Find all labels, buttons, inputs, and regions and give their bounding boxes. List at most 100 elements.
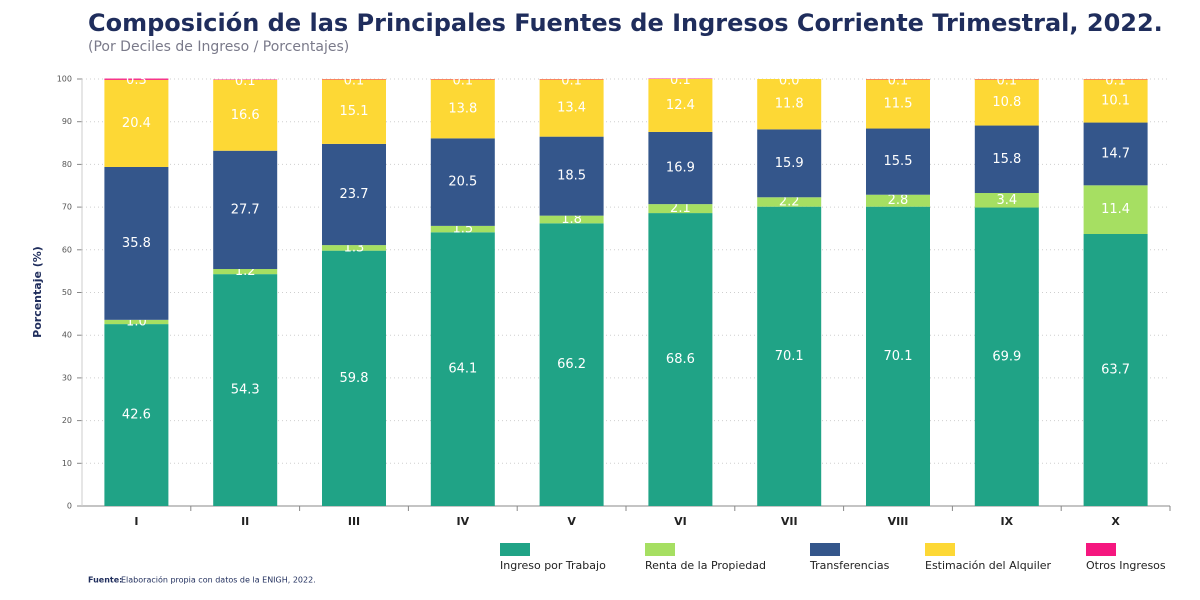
data-label: 15.5 — [884, 154, 913, 169]
bar-segment — [974, 193, 1039, 208]
y-tick-label: 50 — [62, 288, 72, 297]
y-tick-label: 70 — [62, 203, 72, 212]
legend-label: Otros Ingresos — [1086, 559, 1166, 572]
data-label: 3.4 — [996, 193, 1017, 208]
data-label: 2.2 — [779, 194, 800, 209]
data-label: 54.3 — [231, 383, 260, 398]
data-label: 11.8 — [775, 97, 804, 112]
data-label: 0.1 — [344, 74, 365, 89]
bar-segment — [104, 319, 169, 325]
data-label: 15.8 — [992, 152, 1021, 167]
data-label: 68.6 — [666, 352, 695, 367]
bar-segment — [430, 225, 495, 233]
x-tick-label: VIII — [888, 515, 909, 528]
data-label: 2.8 — [888, 193, 909, 208]
data-label: 0.1 — [235, 74, 256, 89]
bar-segment — [648, 79, 713, 132]
bar-segment — [430, 138, 495, 226]
bar-segment — [1083, 79, 1148, 123]
legend-swatch — [645, 543, 675, 556]
y-tick-label: 40 — [62, 331, 72, 340]
x-tick-label: V — [567, 515, 576, 528]
legend-swatch — [1086, 543, 1116, 556]
y-tick-label: 0 — [67, 502, 72, 511]
data-label: 0.1 — [670, 73, 691, 88]
bar-segment — [539, 79, 604, 137]
bar-segment — [213, 274, 278, 506]
bar-segment — [1083, 234, 1148, 506]
data-label: 10.1 — [1101, 93, 1130, 108]
bar-segment — [430, 79, 495, 139]
legend-swatch — [500, 543, 530, 556]
bar-segment — [539, 215, 604, 224]
data-label: 70.1 — [775, 349, 804, 364]
source-label: Fuente: — [88, 576, 122, 585]
bar-segment — [648, 131, 713, 205]
bar-segment — [104, 79, 169, 167]
y-tick-label: 20 — [62, 416, 72, 425]
bar-segment — [213, 79, 278, 151]
bar-segment — [539, 223, 604, 507]
bar-segment — [974, 125, 1039, 194]
x-tick-label: VI — [674, 515, 687, 528]
data-label: 11.4 — [1101, 202, 1130, 217]
data-label: 14.7 — [1101, 146, 1130, 161]
bar-segment — [430, 232, 495, 506]
data-label: 11.5 — [884, 96, 913, 111]
bar-segment — [539, 136, 604, 216]
bar-segment — [1083, 185, 1148, 235]
y-tick-label: 100 — [57, 75, 72, 84]
data-label: 64.1 — [448, 362, 477, 377]
y-tick-label: 30 — [62, 373, 72, 382]
bar-segment — [757, 206, 822, 506]
data-label: 16.9 — [666, 161, 695, 176]
data-label: 2.1 — [670, 201, 691, 216]
y-tick-label: 60 — [62, 245, 72, 254]
x-tick-label: IX — [1001, 515, 1014, 528]
data-label: 18.5 — [557, 169, 586, 184]
y-axis-label: Porcentaje (%) — [31, 246, 44, 338]
x-tick-label: VII — [781, 515, 798, 528]
data-label: 0.1 — [561, 74, 582, 89]
data-label: 70.1 — [884, 349, 913, 364]
data-label: 0.1 — [888, 74, 909, 89]
bar-segment — [104, 78, 169, 80]
bar-segment — [866, 194, 930, 207]
bar-segment — [648, 204, 713, 214]
data-label: 1.8 — [561, 212, 582, 227]
y-tick-label: 10 — [62, 459, 72, 468]
data-label: 10.8 — [992, 95, 1021, 110]
bar-segment — [757, 79, 822, 130]
bar-segment — [322, 143, 386, 246]
data-label: 16.6 — [231, 108, 260, 123]
data-label: 42.6 — [122, 408, 151, 423]
bar-segment — [757, 197, 822, 207]
bar-segment — [104, 324, 169, 506]
bar-segment — [104, 166, 169, 320]
data-label: 13.4 — [557, 101, 586, 116]
y-tick-label: 90 — [62, 117, 72, 126]
data-label: 69.9 — [992, 349, 1021, 364]
source-text: Elaboración propia con datos de la ENIGH… — [121, 575, 316, 585]
legend-label: Transferencias — [809, 559, 890, 572]
bar-segment — [757, 129, 822, 198]
bar-segment — [322, 79, 386, 144]
data-label: 15.1 — [340, 104, 369, 119]
bar-segment — [213, 150, 278, 270]
data-label: 35.8 — [122, 236, 151, 251]
bar-segment — [1083, 122, 1148, 186]
chart-subtitle: (Por Deciles de Ingreso / Porcentajes) — [88, 39, 349, 55]
bar-segment — [974, 79, 1039, 126]
data-label: 59.8 — [340, 371, 369, 386]
x-tick-label: III — [348, 515, 360, 528]
data-label: 0.3 — [126, 73, 147, 88]
legend-label: Renta de la Propiedad — [645, 559, 766, 572]
bar-segment — [866, 206, 930, 506]
data-label: 23.7 — [340, 187, 369, 202]
data-label: 20.5 — [448, 175, 477, 190]
data-label: 20.4 — [122, 116, 151, 131]
data-label: 13.8 — [448, 101, 477, 116]
x-tick-label: I — [134, 515, 138, 528]
bar-segment — [213, 269, 278, 275]
